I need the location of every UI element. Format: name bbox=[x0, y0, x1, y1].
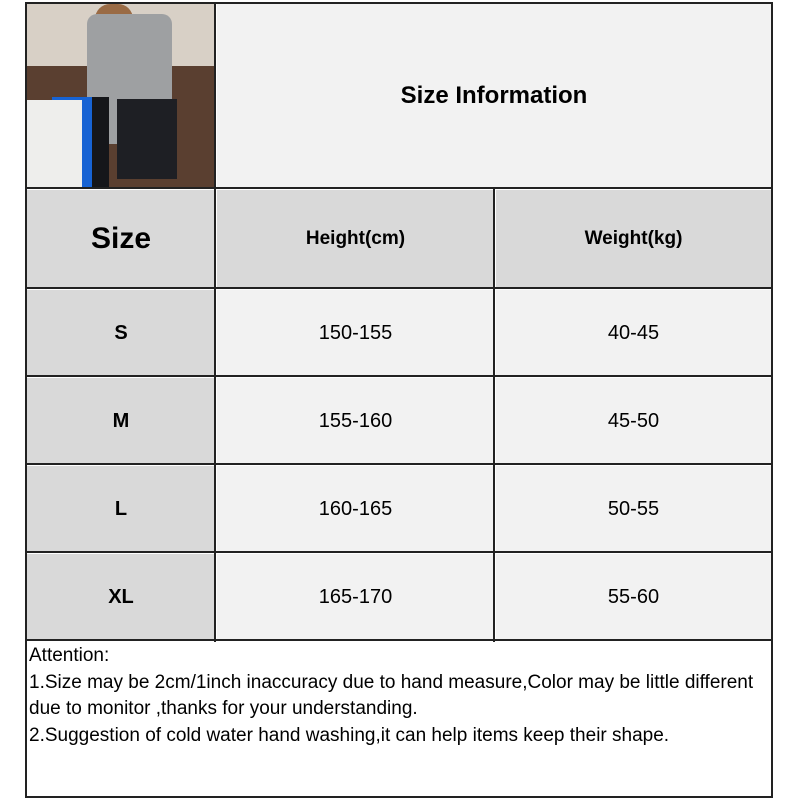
height-cell: 155-160 bbox=[217, 378, 494, 464]
divider bbox=[214, 2, 216, 642]
header-height: Height(cm) bbox=[217, 190, 494, 288]
weight-cell: 50-55 bbox=[496, 466, 771, 552]
weight-cell: 45-50 bbox=[496, 378, 771, 464]
divider bbox=[25, 287, 773, 289]
size-cell: M bbox=[27, 378, 215, 464]
divider bbox=[25, 639, 773, 641]
size-cell: XL bbox=[27, 554, 215, 640]
divider bbox=[493, 188, 495, 642]
note-2: 2.Suggestion of cold water hand washing,… bbox=[29, 724, 670, 746]
notes-heading: Attention: bbox=[29, 645, 110, 666]
height-cell: 165-170 bbox=[217, 554, 494, 640]
note-1: 1.Size may be 2cm/1inch inaccuracy due t… bbox=[29, 671, 754, 720]
divider bbox=[25, 187, 773, 189]
size-cell: L bbox=[27, 466, 215, 552]
height-cell: 160-165 bbox=[217, 466, 494, 552]
attention-notes: Attention: 1.Size may be 2cm/1inch inacc… bbox=[29, 643, 769, 749]
size-cell: S bbox=[27, 290, 215, 376]
product-photo bbox=[27, 4, 214, 187]
header-size: Size bbox=[27, 190, 215, 288]
size-chart-table bbox=[25, 2, 773, 798]
height-cell: 150-155 bbox=[217, 290, 494, 376]
weight-cell: 40-45 bbox=[496, 290, 771, 376]
weight-cell: 55-60 bbox=[496, 554, 771, 640]
divider bbox=[25, 375, 773, 377]
title-cell: Size Information bbox=[217, 4, 771, 188]
divider bbox=[25, 551, 773, 553]
header-weight: Weight(kg) bbox=[496, 190, 771, 288]
divider bbox=[25, 463, 773, 465]
